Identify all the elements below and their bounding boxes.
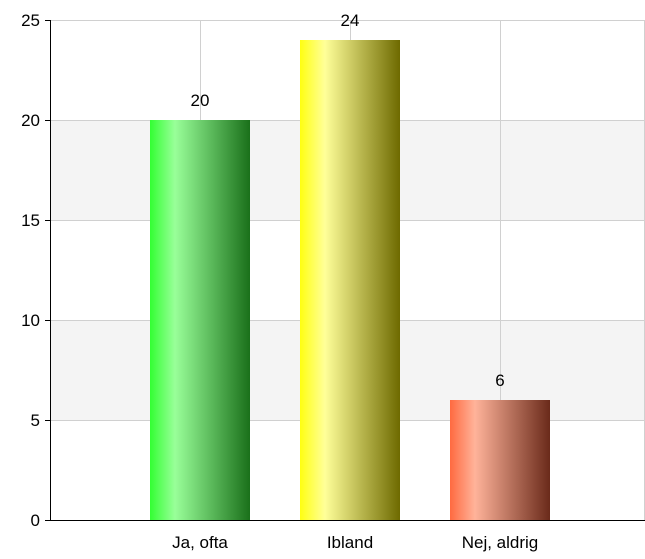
y-tick-label: 20 [21, 111, 40, 130]
axes [45, 20, 645, 521]
y-tick-label: 5 [31, 411, 40, 430]
x-tick-label: Nej, aldrig [462, 533, 539, 552]
x-tick-label: Ibland [327, 533, 373, 552]
data-label: 20 [191, 91, 210, 110]
bars [150, 40, 550, 520]
x-tick-label: Ja, ofta [172, 533, 228, 552]
bar-1 [300, 40, 400, 520]
data-label: 24 [341, 11, 360, 30]
y-tick-label: 0 [31, 511, 40, 530]
y-tick-label: 25 [21, 11, 40, 30]
y-tick-label: 15 [21, 211, 40, 230]
bar-2 [450, 400, 550, 520]
bar-0 [150, 120, 250, 520]
labels: 20 Ja, ofta 24 Ibland 6 Nej, aldrig 0 5 10 15 20 25 [21, 11, 538, 552]
data-label: 6 [495, 371, 504, 390]
y-tick-label: 10 [21, 311, 40, 330]
